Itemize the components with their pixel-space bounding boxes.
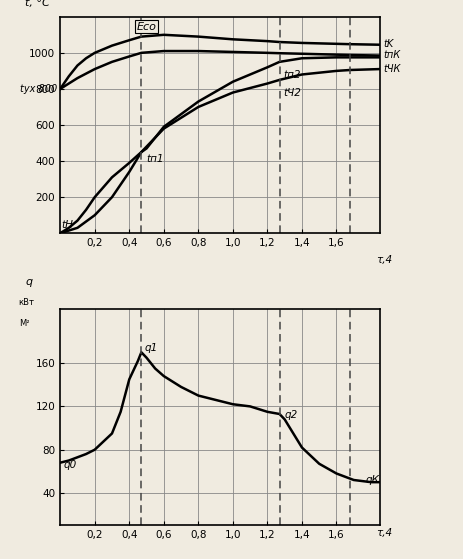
Text: tK: tK	[383, 39, 394, 49]
Text: tп2: tп2	[283, 70, 300, 80]
Text: tп1: tп1	[146, 154, 164, 164]
Text: τ,4: τ,4	[376, 254, 392, 264]
Text: tyx 800: tyx 800	[20, 84, 57, 94]
Text: кВт: кВт	[19, 298, 35, 307]
Text: tH: tH	[61, 220, 73, 230]
Text: tЧК: tЧК	[383, 64, 400, 74]
Text: t, °C: t, °C	[25, 0, 50, 8]
Text: τ,4: τ,4	[376, 528, 392, 538]
Text: q1: q1	[145, 343, 158, 353]
Text: q0: q0	[63, 460, 77, 470]
Text: tпК: tпК	[383, 50, 400, 60]
Text: Eco: Eco	[137, 22, 156, 32]
Text: qК: qК	[366, 475, 380, 485]
Text: q2: q2	[285, 410, 298, 420]
Text: q: q	[25, 277, 32, 287]
Text: М²: М²	[19, 320, 29, 329]
Text: tЧ2: tЧ2	[283, 88, 301, 98]
